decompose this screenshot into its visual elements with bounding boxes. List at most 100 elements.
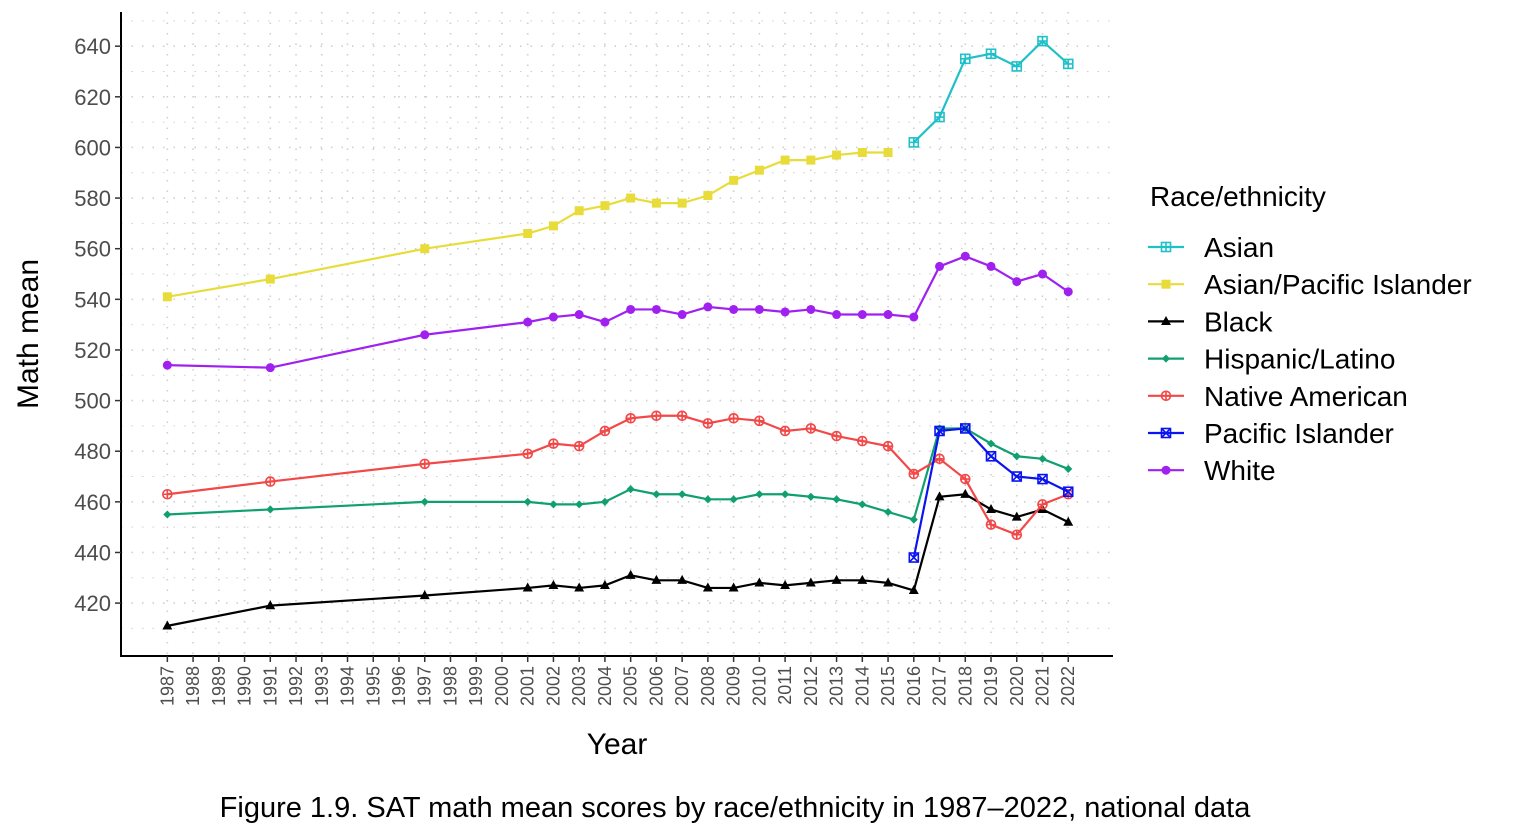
marker-square — [600, 201, 610, 211]
marker-triangle — [265, 600, 276, 610]
legend-label: Pacific Islander — [1204, 418, 1394, 449]
x-axis-label: Year — [587, 728, 648, 761]
marker-circle — [1038, 269, 1048, 279]
x-tick-label: 2001 — [518, 666, 538, 706]
marker-circle — [574, 310, 584, 320]
marker-plus — [960, 54, 970, 64]
marker-plus — [265, 477, 275, 487]
marker-circle — [523, 317, 533, 327]
x-tick-label: 2012 — [801, 666, 821, 706]
marker-plus — [677, 411, 687, 421]
marker-plus — [523, 449, 533, 459]
marker-triangle — [419, 590, 430, 600]
marker-diamond — [1161, 354, 1171, 363]
y-tick-label: 420 — [74, 591, 111, 616]
series-black — [162, 488, 1074, 630]
marker-plus — [600, 426, 610, 436]
marker-diamond — [678, 490, 687, 499]
marker-circle — [729, 304, 739, 314]
marker-triangle — [805, 577, 816, 587]
marker-triangle — [883, 577, 894, 587]
marker-x — [985, 451, 997, 462]
x-tick-label: 2000 — [492, 666, 512, 706]
marker-circle — [883, 310, 893, 320]
marker-square-x — [1037, 473, 1048, 485]
marker-triangle — [986, 504, 996, 514]
marker-triangle — [522, 582, 533, 592]
y-tick-label: 580 — [74, 186, 111, 211]
x-tick-label: 2007 — [672, 666, 692, 706]
marker-plus — [857, 436, 867, 446]
marker-plus — [548, 439, 558, 449]
marker-diamond — [909, 515, 918, 524]
marker-diamond — [1038, 454, 1047, 463]
marker-diamond — [703, 495, 712, 504]
marker-plus — [420, 459, 430, 469]
legend-item: White — [1148, 455, 1276, 486]
marker-circle — [780, 307, 790, 317]
figure-caption: Figure 1.9. SAT math mean scores by race… — [220, 792, 1252, 824]
marker-plus — [703, 418, 713, 428]
series-line — [167, 493, 1069, 627]
y-ticks: 420 440 460 480 500 520 540 560 580 600 620 640 — [74, 34, 121, 616]
marker-plus — [729, 413, 739, 423]
marker-square — [626, 193, 636, 203]
marker-triangle — [625, 569, 636, 579]
marker-plus — [986, 49, 996, 59]
series-white — [162, 251, 1073, 373]
marker-square — [806, 155, 816, 165]
marker-square-x — [1011, 471, 1023, 482]
y-tick-label: 440 — [74, 540, 111, 565]
marker-square — [523, 229, 533, 239]
x-tick-label: 2022 — [1058, 666, 1078, 706]
marker-diamond — [575, 500, 584, 509]
series-lines — [162, 35, 1074, 630]
marker-x — [960, 423, 971, 434]
x-tick-label: 1989 — [209, 666, 229, 706]
marker-plus — [986, 520, 996, 530]
marker-square — [832, 150, 842, 160]
marker-triangle — [857, 574, 868, 584]
marker-circle — [832, 310, 842, 320]
marker-plus — [909, 469, 919, 479]
x-tick-label: 2009 — [724, 666, 744, 706]
marker-triangle — [908, 585, 919, 595]
series-line — [167, 427, 1069, 521]
x-tick-label: 1992 — [286, 666, 306, 706]
series-native-american — [162, 410, 1074, 541]
marker-plus — [960, 474, 970, 484]
marker-circle — [806, 304, 816, 314]
marker-circle — [986, 261, 996, 271]
y-tick-label: 460 — [74, 490, 111, 515]
legend-label: Black — [1204, 306, 1273, 337]
marker-square-x — [959, 423, 971, 434]
y-axis-label: Math mean — [12, 259, 45, 409]
x-tick-label: 2014 — [852, 666, 872, 706]
marker-diamond — [1064, 464, 1073, 473]
x-tick-label: 2006 — [646, 666, 666, 706]
marker-square — [883, 147, 893, 157]
marker-square-x — [985, 450, 997, 462]
series-asian-pacific-islander — [162, 147, 893, 302]
marker-triangle — [1161, 316, 1171, 325]
marker-plus — [1038, 499, 1047, 509]
marker-triangle — [162, 620, 173, 630]
marker-triangle — [548, 579, 559, 589]
marker-diamond — [755, 490, 764, 499]
marker-plus — [574, 441, 584, 451]
legend-label: Asian — [1204, 232, 1274, 263]
marker-circle — [935, 261, 945, 271]
marker-circle — [1063, 287, 1073, 297]
marker-triangle — [934, 491, 945, 501]
x-tick-label: 2003 — [569, 666, 589, 706]
marker-diamond — [523, 497, 532, 506]
marker-square-x — [908, 552, 920, 563]
marker-circle — [420, 330, 430, 340]
x-tick-label: 1991 — [260, 666, 280, 706]
marker-square-x — [1062, 486, 1074, 498]
marker-x — [908, 552, 919, 563]
marker-circle — [162, 360, 172, 370]
marker-square — [1161, 279, 1171, 289]
x-ticks: 1987 1988 1989 1990 1991 1992 1993 1994 1995 1996… — [157, 656, 1078, 706]
